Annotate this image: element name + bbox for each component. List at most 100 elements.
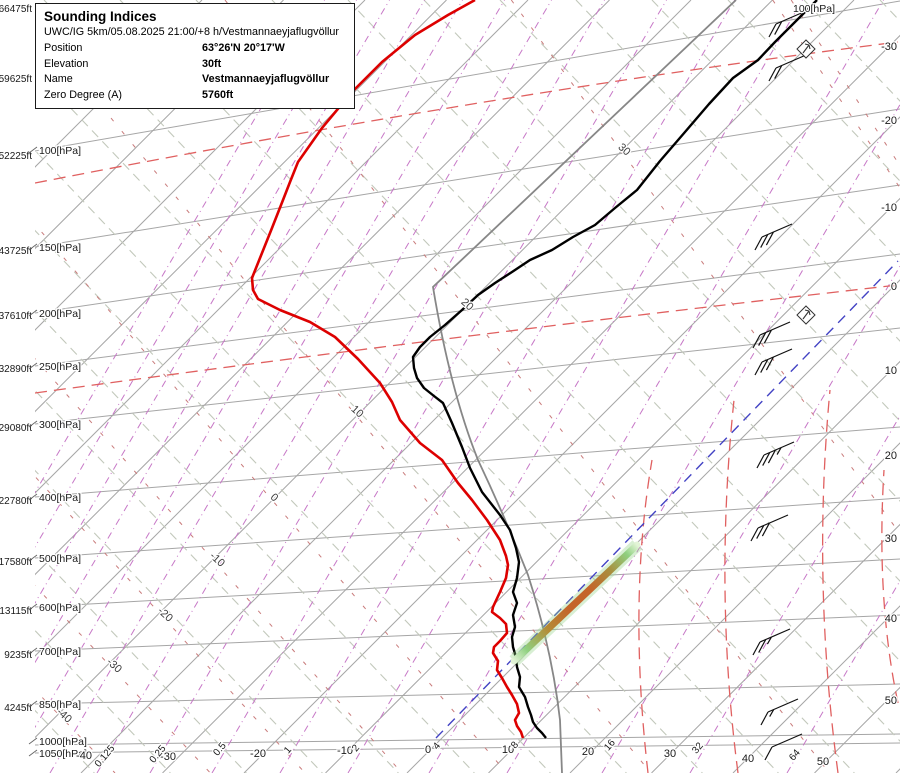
- surface-temp-label: 50: [817, 756, 829, 768]
- info-row-zero-degree: Zero Degree (A) 5760ft: [44, 88, 329, 104]
- diamond-arrow-head: [804, 309, 810, 312]
- mixing-ratio-line: [35, 0, 390, 604]
- moist-red-curve: [881, 469, 899, 704]
- diamond-arrow: [802, 44, 810, 54]
- isotherm-line: [35, 0, 692, 657]
- wind-barb-tick: [756, 454, 765, 469]
- wind-barb-tick: [760, 234, 769, 248]
- wind-barb-tick: [761, 522, 770, 537]
- altitude-label: 66475ft: [0, 4, 32, 15]
- diamond-arrow-head: [808, 310, 811, 316]
- dry-adiabat-line: [347, 0, 900, 582]
- adiabat-label: 30: [615, 141, 632, 158]
- mixing-ratio-label: 0.125: [93, 743, 118, 770]
- wind-barb-tick: [774, 65, 783, 79]
- standard-atmosphere-line: [432, 0, 737, 773]
- mixing-ratio-line: [35, 0, 357, 548]
- isobar-line: [35, 184, 900, 314]
- wind-barb-column: [750, 10, 816, 761]
- right-temp-label: -20: [881, 115, 897, 127]
- wind-barb-tick: [752, 334, 761, 349]
- thermal-marker-line: [510, 541, 641, 665]
- moist-red-curve: [35, 41, 899, 184]
- mixing-ratio-line: [689, 414, 900, 773]
- mixing-ratio-line: [786, 579, 900, 773]
- wind-barb: [760, 698, 799, 726]
- mixing-ratio-line: [211, 0, 667, 773]
- temperature-curve: [411, 0, 818, 739]
- wind-barb-shaft: [759, 628, 791, 643]
- altitude-label: 17580ft: [0, 557, 32, 568]
- info-value: 5760ft: [202, 88, 234, 101]
- mixing-ratio-label: 32: [690, 740, 706, 756]
- surface-temp-label: -20: [250, 748, 266, 760]
- isotherm-line: [35, 0, 529, 494]
- altitude-label: 13115ft: [0, 606, 32, 617]
- right-temp-label: 50: [885, 695, 897, 707]
- wind-barb-tick: [774, 21, 783, 35]
- moist-adiabat-line: [35, 25, 652, 773]
- pressure-label: 150[hPa]: [39, 242, 81, 254]
- surface-temp-label: 20: [582, 746, 594, 758]
- dry-adiabat-line: [195, 0, 900, 742]
- pressure-label-top-right: 100[hPa]: [793, 3, 835, 15]
- pressure-tick: [28, 309, 38, 317]
- dry-adiabat-line: [35, 149, 627, 773]
- adiabat-label: 10: [348, 403, 365, 420]
- right-temp-label: 40: [885, 613, 897, 625]
- pressure-label: 600[hPa]: [39, 602, 81, 614]
- pressure-tick: [28, 647, 38, 655]
- adiabat-label: -10: [207, 550, 227, 570]
- info-value: Vestmannaeyjaflugvöllur: [202, 73, 330, 85]
- mixing-ratio-line: [601, 265, 900, 773]
- wind-barb-tick: [754, 361, 763, 376]
- moist-red-curve: [638, 459, 653, 773]
- mixing-ratio-line: [35, 0, 425, 664]
- surface-temp-label: 0: [425, 744, 431, 756]
- isotherm-line: [162, 34, 900, 773]
- pressure-tick: [28, 362, 38, 370]
- wind-barb: [752, 628, 791, 656]
- surface-temp-label: 40: [742, 753, 754, 765]
- wind-barb-tick: [758, 332, 767, 346]
- isotherm-line: [35, 0, 447, 413]
- surface-temp-label: -40: [76, 750, 92, 762]
- isobar-line: [35, 497, 900, 559]
- wind-barb-tick: [765, 356, 774, 371]
- moist-adiabat-red-curves: [35, 41, 899, 773]
- wind-barb-tick: [768, 67, 777, 82]
- adiabat-label: -20: [155, 605, 175, 625]
- surface-temp-label: 10: [502, 744, 514, 756]
- info-label: Zero Degree (A): [44, 88, 123, 101]
- mixing-ratio-line: [506, 103, 900, 773]
- isotherm-line: [732, 605, 900, 773]
- wind-barb-shaft: [761, 348, 793, 363]
- right-temp-label: 20: [885, 450, 897, 462]
- moist-adiabat-line: [510, 0, 900, 535]
- wind-barb: [764, 733, 803, 761]
- isobar-line: [35, 558, 900, 608]
- pressure-tick: [28, 737, 38, 745]
- dry-adiabat-line: [35, 229, 551, 773]
- wind-barb-shaft: [761, 223, 793, 238]
- info-row-elevation: Elevation 30ft: [44, 57, 329, 73]
- sounding-info-box: Sounding Indices UWC/IG 5km/05.08.2025 2…: [35, 3, 355, 109]
- info-row-position: Position 63°26'N 20°17'W: [44, 41, 329, 57]
- pressure-label: 1000[hPa]: [39, 736, 87, 748]
- pressure-tick: [28, 146, 38, 154]
- wind-barb-tick: [762, 452, 771, 466]
- isotherm-line: [80, 0, 855, 773]
- pressure-tick: [28, 603, 38, 611]
- pressure-label: 1050[hPa]: [39, 748, 87, 760]
- dry-adiabat-line: [35, 549, 247, 773]
- surface-temp-label: 30: [664, 748, 676, 760]
- wind-barb: [756, 441, 795, 469]
- mixing-ratio-line: [279, 0, 735, 773]
- mixing-ratio-line: [96, 0, 552, 773]
- mixing-ratio-line: [35, 0, 325, 494]
- dry-adiabat-line: [35, 389, 399, 773]
- altitude-label: 52225ft: [0, 151, 32, 162]
- dry-adiabat-line: [35, 309, 475, 773]
- isobar-line: [35, 742, 900, 754]
